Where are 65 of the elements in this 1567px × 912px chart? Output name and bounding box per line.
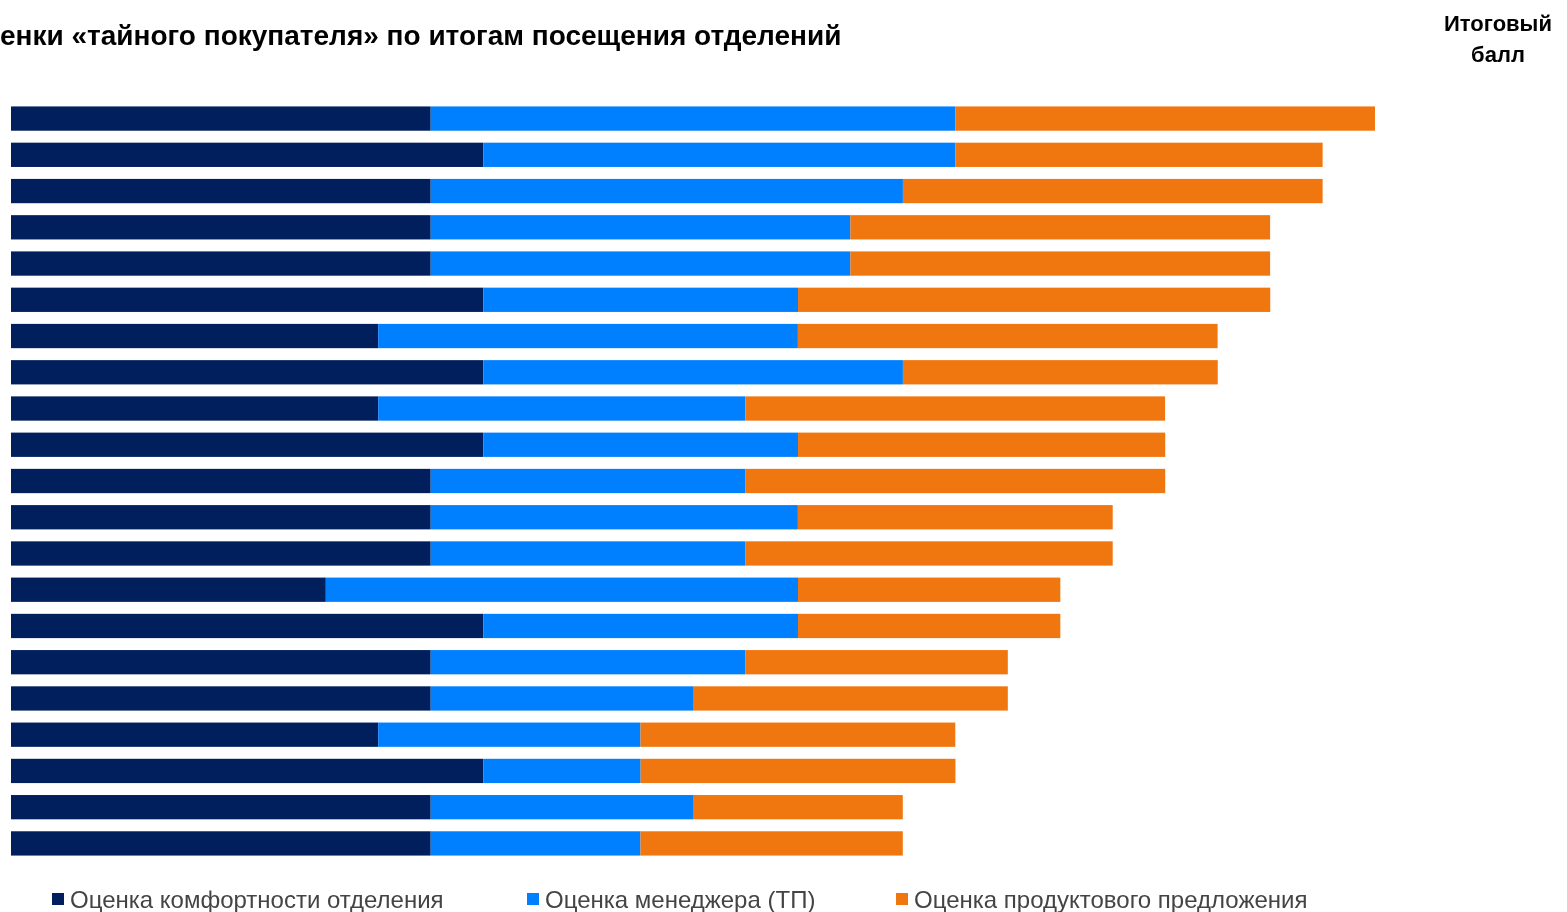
bar xyxy=(430,795,693,820)
bar xyxy=(955,106,1375,131)
bar xyxy=(11,468,431,494)
bar xyxy=(798,287,1271,312)
bar xyxy=(640,831,903,856)
bar xyxy=(11,178,431,204)
bar xyxy=(11,142,484,167)
bar xyxy=(640,758,956,784)
bar xyxy=(11,795,431,820)
bar xyxy=(745,396,1166,421)
bar xyxy=(430,215,851,240)
bar xyxy=(11,215,431,240)
bar xyxy=(430,831,641,856)
bar xyxy=(378,722,641,747)
bar xyxy=(11,722,379,747)
bar xyxy=(902,360,1218,385)
bar xyxy=(693,686,1008,711)
bar xyxy=(11,758,484,784)
bar xyxy=(11,396,379,421)
bar xyxy=(902,178,1323,204)
bar xyxy=(797,505,1113,530)
bar xyxy=(430,650,746,675)
bar xyxy=(11,541,431,566)
bar xyxy=(378,323,798,349)
bar xyxy=(483,287,799,312)
bar xyxy=(797,323,1218,349)
bar xyxy=(430,468,746,494)
bar xyxy=(11,650,431,675)
bar xyxy=(693,795,903,820)
bar xyxy=(11,251,431,276)
bar xyxy=(745,468,1166,494)
bar xyxy=(325,577,799,602)
bar xyxy=(11,287,484,312)
bar xyxy=(483,360,903,385)
bar xyxy=(850,215,1271,240)
text: Итоговый балл xyxy=(1444,11,1552,67)
bar xyxy=(798,432,1166,457)
bar xyxy=(430,106,956,131)
bar xyxy=(378,396,746,421)
bar xyxy=(483,142,956,167)
chart-title: енки «тайного покупателя» по итогам посещения отделений xyxy=(0,20,842,51)
bar xyxy=(745,650,1008,675)
bar xyxy=(11,106,431,131)
bar xyxy=(11,432,484,457)
bar xyxy=(483,758,641,784)
bar xyxy=(11,360,484,385)
bar xyxy=(955,142,1323,167)
bar xyxy=(745,541,1113,566)
bar xyxy=(11,505,431,530)
bar xyxy=(798,577,1061,602)
bar xyxy=(483,613,799,639)
bar xyxy=(11,577,326,602)
bar xyxy=(11,831,431,856)
bar xyxy=(640,722,956,747)
bar xyxy=(430,686,693,711)
bar xyxy=(850,251,1271,276)
bar xyxy=(11,613,484,639)
bar xyxy=(11,323,379,349)
bar xyxy=(11,686,431,711)
bar xyxy=(430,251,851,276)
bar xyxy=(430,505,798,530)
bar xyxy=(430,178,903,204)
bar xyxy=(483,432,799,457)
bar xyxy=(430,541,746,566)
bar xyxy=(798,613,1061,639)
